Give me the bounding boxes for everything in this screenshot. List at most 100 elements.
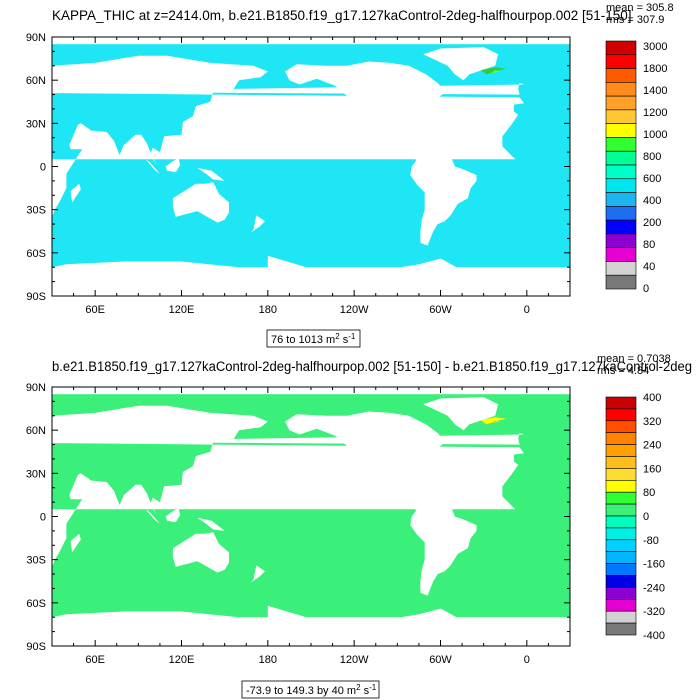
land-north-america: [285, 411, 447, 505]
colorbar-label: 240: [643, 440, 661, 452]
top-mean-stat: mean = 305.8: [606, 2, 674, 14]
x-tick-label: 0: [524, 654, 530, 666]
colorbar-swatch: [605, 456, 637, 469]
colorbar-swatch: [605, 479, 637, 493]
land-australia: [172, 182, 229, 223]
top-map-panel: KAPPA_THIC at z=2414.0m, b.e21.B1850.f19…: [26, 2, 674, 348]
colorbar-swatch: [605, 150, 637, 166]
land-greenland: [423, 47, 499, 81]
top-map-title: KAPPA_THIC at z=2414.0m, b.e21.B1850.f19…: [52, 8, 632, 23]
x-tick-label: 0: [524, 304, 530, 316]
x-tick-label: 60W: [429, 654, 452, 666]
colorbar-swatch: [605, 539, 637, 552]
colorbar-label: 400: [643, 195, 661, 207]
x-tick-label: 60W: [429, 304, 452, 316]
iceland-feature: [480, 417, 507, 425]
colorbar-swatch: [605, 468, 637, 481]
colorbar-swatch: [605, 274, 637, 290]
land-japan: [195, 107, 212, 119]
range-box: [241, 680, 380, 699]
colorbar-swatch: [605, 444, 637, 457]
land-antarctic-band: [52, 267, 570, 296]
land-antarctica: [52, 255, 470, 296]
y-tick-label: 60N: [26, 425, 46, 437]
y-tick-label: 30N: [26, 468, 46, 480]
y-tick-label: 60S: [26, 248, 46, 260]
colorbar-label: -320: [643, 606, 665, 618]
colorbar-label: -400: [643, 630, 665, 642]
land-borneo: [165, 507, 181, 523]
land-new-zealand: [250, 565, 265, 583]
iceland-feature-core: [490, 420, 501, 423]
colorbar-swatch: [605, 420, 637, 433]
x-tick-label: 60E: [85, 304, 105, 316]
colorbar-label: 400: [643, 392, 661, 404]
colorbar-swatch: [605, 575, 637, 588]
land-japan: [195, 457, 212, 469]
x-tick-label: 60E: [85, 654, 105, 666]
land-uk: [52, 83, 524, 95]
x-tick-label: 120E: [169, 654, 195, 666]
colorbar-swatch: [605, 563, 637, 576]
colorbar-swatch: [605, 82, 637, 97]
top-map-axes: 90N 60N 30N 0 30S 60S 90S 60E 120E 180 120W 60W 0: [26, 32, 571, 316]
land-north-america: [285, 61, 447, 155]
colorbar-swatch: [605, 68, 637, 83]
y-tick-label: 30S: [26, 205, 46, 217]
colorbar-swatch: [605, 610, 637, 624]
colorbar-label: 800: [643, 151, 661, 163]
y-tick-label: 30S: [26, 555, 46, 567]
colorbar-swatch: [605, 598, 637, 612]
colorbar-label: 0: [643, 283, 649, 295]
colorbar-label: 1800: [643, 63, 667, 75]
x-tick-label: 180: [259, 654, 277, 666]
land-eurasia: [52, 405, 524, 567]
top-map-area: [52, 37, 570, 296]
y-tick-label: 60N: [26, 75, 46, 87]
land-borneo: [165, 157, 181, 173]
land-eurasia: [52, 55, 524, 217]
colorbar-label: -160: [643, 559, 665, 571]
colorbar-label: -240: [643, 582, 665, 594]
land-antarctic-band: [52, 617, 570, 646]
land-arctic-band: [52, 37, 570, 45]
colorbar-swatch: [605, 95, 637, 111]
land-new-guinea: [197, 167, 225, 181]
colorbar-swatch: [605, 54, 637, 69]
bottom-map-axes: 90N 60N 30N 0 30S 60S 90S 60E 120E 180 120W 60W 0: [26, 382, 571, 666]
land-antarctica: [52, 605, 470, 646]
iceland-feature: [480, 67, 507, 75]
bottom-mean-stat: mean = 0.7038: [597, 353, 671, 365]
y-tick-label: 90N: [26, 32, 46, 44]
bottom-map-panel: b.e21.B1850.f19_g17.127kaControl-2deg-ha…: [26, 353, 692, 699]
colorbar-swatch: [605, 503, 637, 517]
x-tick-label: 120E: [169, 304, 195, 316]
land-australia: [172, 532, 229, 573]
colorbar-label: -80: [643, 535, 659, 547]
colorbar-swatch: [605, 527, 637, 541]
x-tick-label: 180: [259, 304, 277, 316]
range-text: 76 to 1013 m2 s-1: [271, 332, 356, 346]
colorbar-swatch: [605, 123, 637, 138]
colorbar-swatch: [605, 515, 637, 529]
colorbar-label: 160: [643, 463, 661, 475]
colorbar-swatch: [605, 432, 637, 445]
land-madagascar: [70, 183, 81, 203]
colorbar-label: 3000: [643, 41, 667, 53]
y-tick-label: 60S: [26, 598, 46, 610]
top-range-label: 76 to 1013 m2 s-1: [266, 329, 361, 348]
bottom-rms-stat: rms = 4.84: [597, 365, 649, 377]
colorbar-label: 1200: [643, 107, 667, 119]
colorbar-swatch: [605, 40, 637, 56]
land-greenland: [423, 397, 499, 431]
colorbar-label: 320: [643, 416, 661, 428]
iceland-feature-core: [490, 70, 501, 73]
land-uk: [52, 433, 524, 445]
range-text: -73.9 to 149.3 by 40 m2 s-1: [246, 683, 377, 697]
colorbar-label: 200: [643, 217, 661, 229]
colorbar-label: 1000: [643, 129, 667, 141]
colorbar-label: 1400: [643, 85, 667, 97]
land-sumatra: [145, 159, 160, 174]
